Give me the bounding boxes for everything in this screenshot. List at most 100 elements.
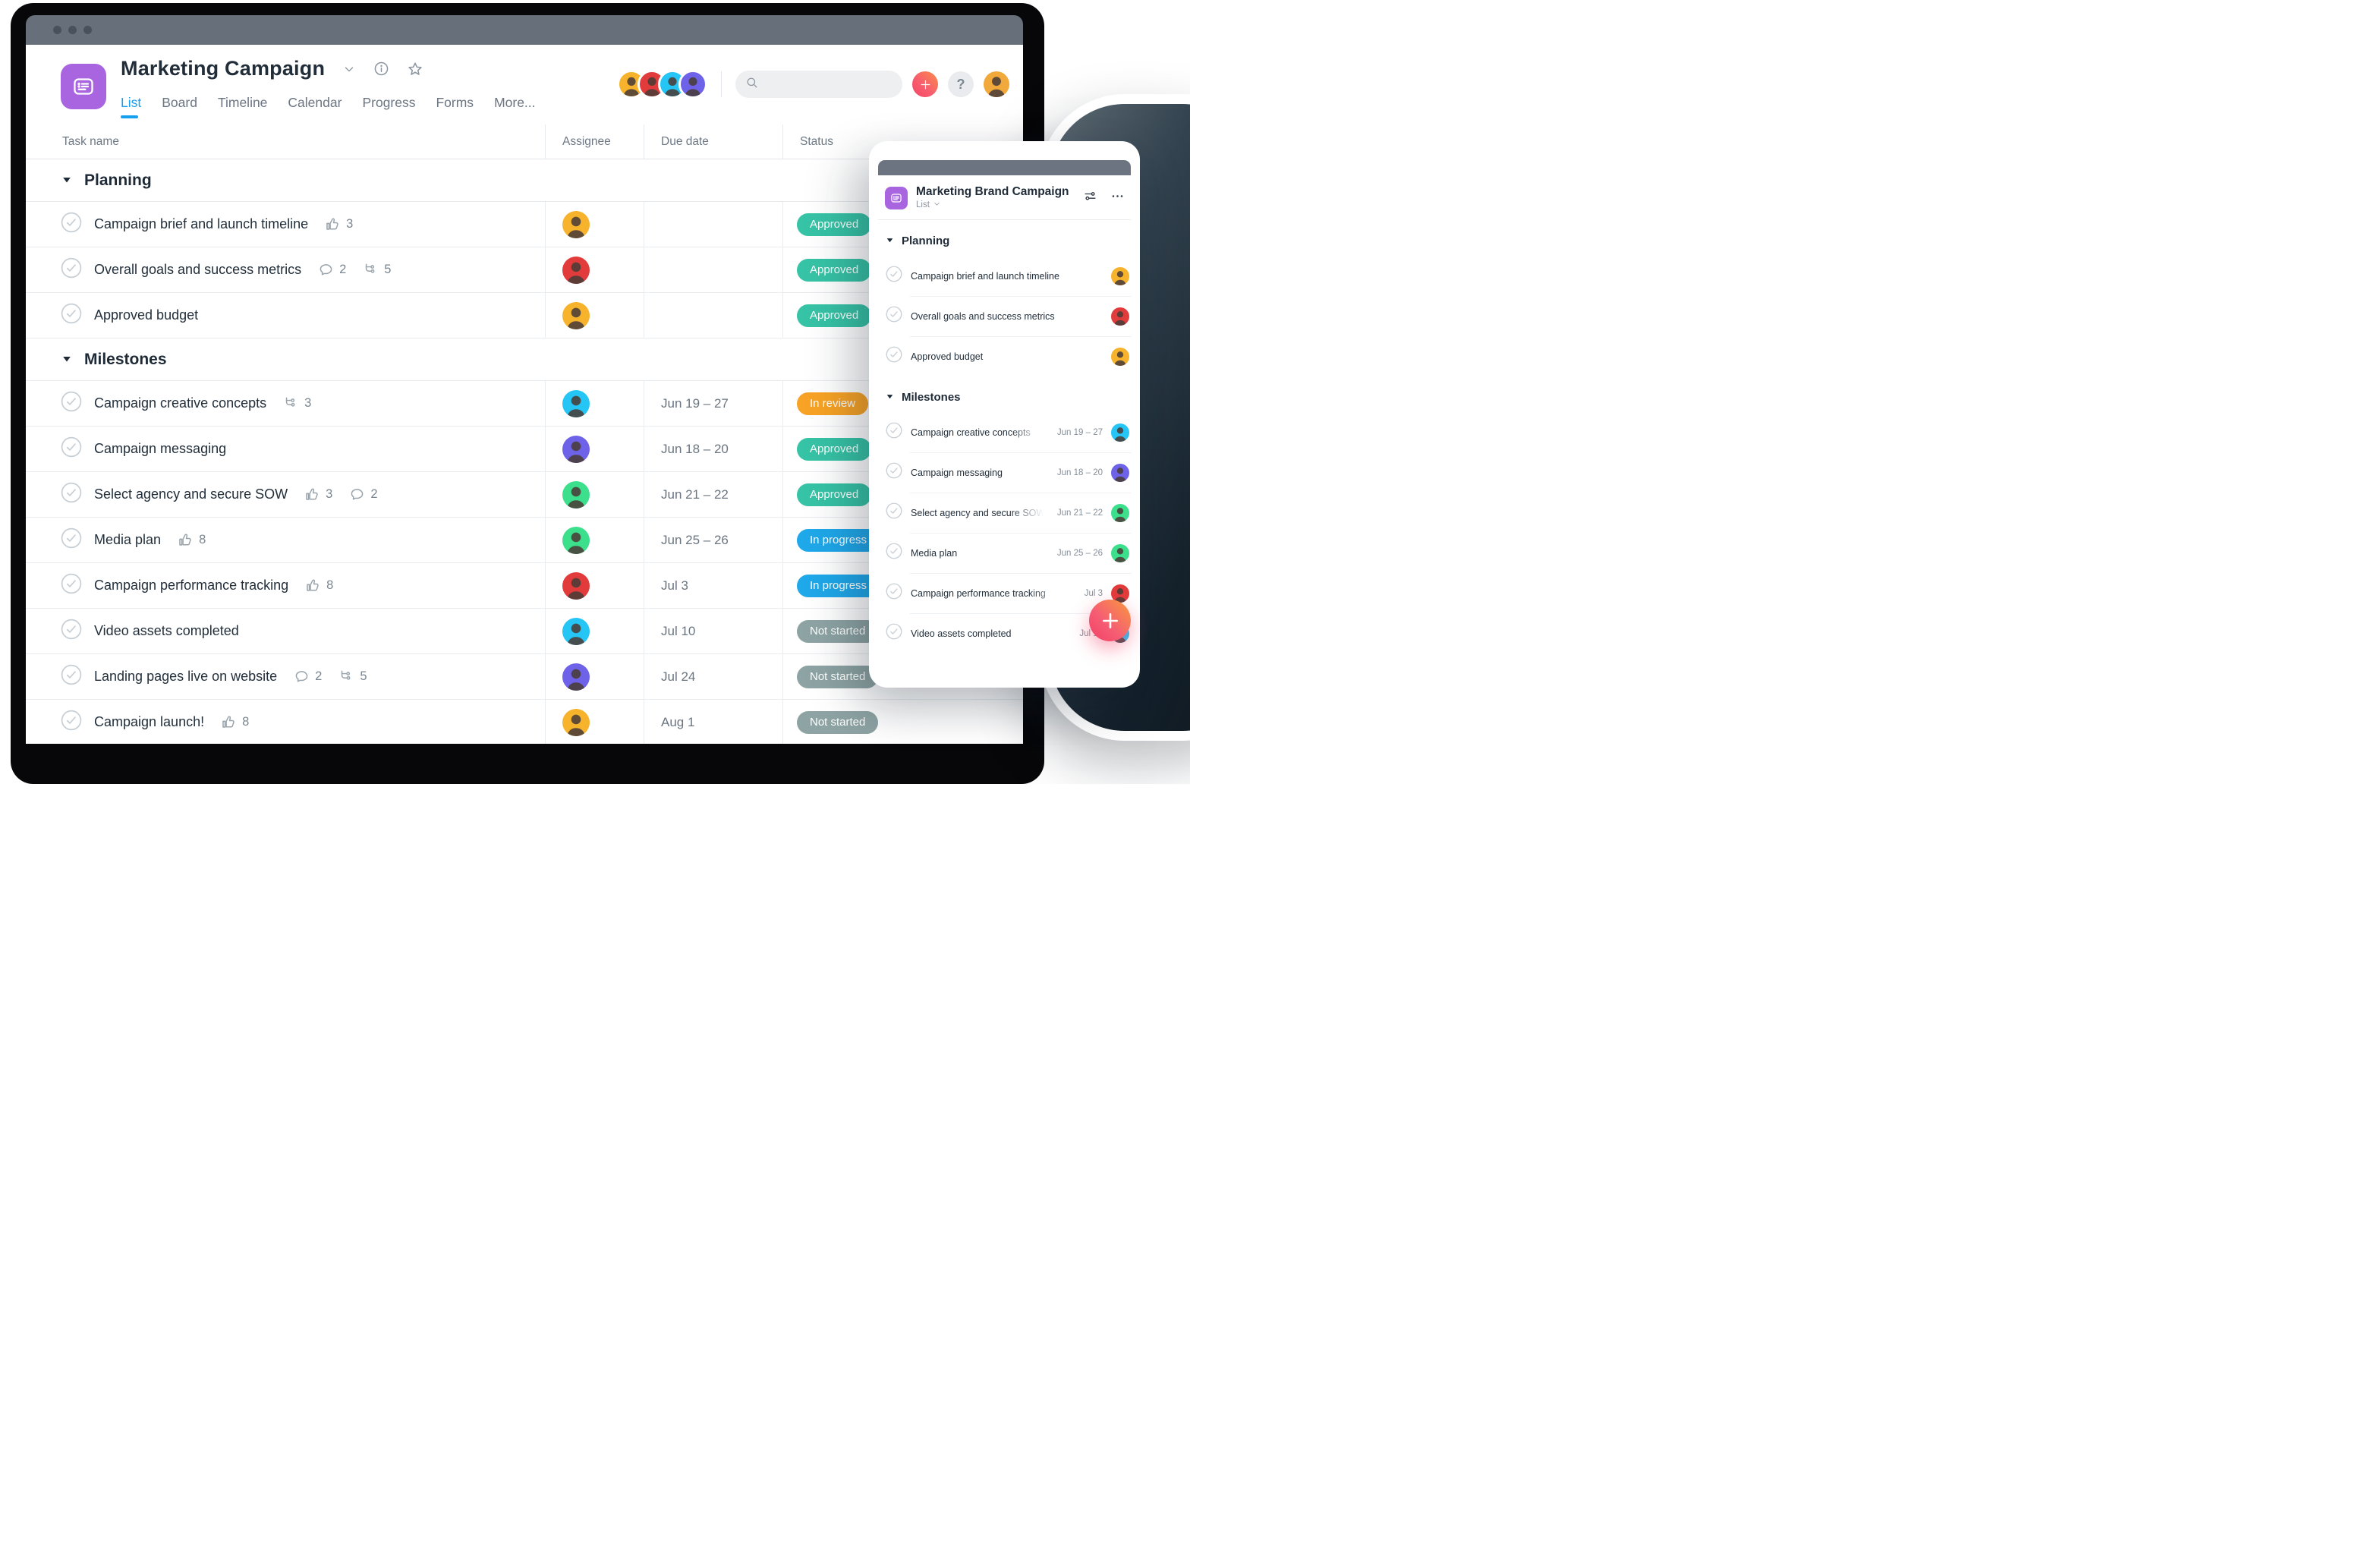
collapse-triangle-icon[interactable] (886, 391, 894, 404)
window-control-dot[interactable] (68, 26, 77, 34)
task-check-icon[interactable] (886, 462, 902, 483)
task-check-icon[interactable] (61, 257, 82, 282)
table-row[interactable]: Campaign messaging Jun 18 – 20 Approved (26, 427, 1023, 472)
task-check-icon[interactable] (61, 482, 82, 507)
mobile-task-row[interactable]: Overall goals and success metrics (869, 296, 1140, 336)
assignee-avatar (562, 708, 590, 736)
status-badge[interactable]: Approved (797, 483, 872, 506)
task-check-icon[interactable] (886, 306, 902, 326)
search-bar[interactable] (735, 71, 919, 98)
table-row[interactable]: Select agency and secure SOW 3 2 Jun 21 –… (26, 472, 1023, 518)
mobile-task-row[interactable]: Campaign creative concepts Jun 19 – 27 (869, 412, 1140, 452)
task-check-icon[interactable] (61, 391, 82, 416)
tab-forms[interactable]: Forms (436, 95, 474, 110)
status-badge[interactable]: In progress (797, 574, 880, 597)
due-date: Jun 25 – 26 (661, 532, 729, 547)
table-row[interactable]: Media plan 8 Jun 25 – 26 In progress (26, 518, 1023, 563)
mobile-task-row[interactable]: Media plan Jun 25 – 26 (869, 533, 1140, 573)
section-header-milestones[interactable]: Milestones (26, 338, 1023, 381)
app-header: Marketing Campaign List Board Timeline Cale… (26, 45, 1023, 124)
task-check-icon[interactable] (61, 664, 82, 689)
task-name: Campaign creative concepts (911, 427, 1031, 438)
mobile-task-row[interactable]: Approved budget (869, 336, 1140, 376)
task-check-icon[interactable] (61, 436, 82, 461)
table-row[interactable]: Approved budget Approved (26, 293, 1023, 338)
table-row[interactable]: Campaign performance tracking 8 Jul 3 In… (26, 563, 1023, 609)
mobile-view-selector[interactable]: List (916, 200, 1069, 210)
assignee-avatar (1111, 584, 1129, 603)
task-check-icon[interactable] (61, 303, 82, 328)
task-check-icon[interactable] (61, 212, 82, 237)
mobile-section-header-milestones[interactable]: Milestones (869, 376, 1140, 412)
help-button[interactable]: ? (948, 71, 974, 97)
search-input[interactable] (765, 77, 919, 92)
mobile-task-row[interactable]: Campaign messaging Jun 18 – 20 (869, 452, 1140, 493)
window-control-dot[interactable] (53, 26, 61, 34)
status-badge[interactable]: Approved (797, 213, 872, 236)
star-icon[interactable] (407, 61, 423, 77)
collapse-triangle-icon[interactable] (886, 235, 894, 247)
chevron-down-icon[interactable] (342, 62, 356, 76)
section-title: Planning (84, 171, 152, 189)
mobile-task-row[interactable]: Campaign brief and launch timeline (869, 256, 1140, 296)
due-date: Jun 21 – 22 (1056, 508, 1103, 518)
task-check-icon[interactable] (886, 266, 902, 286)
status-badge[interactable]: In progress (797, 528, 880, 552)
task-name: Select agency and secure SOW (94, 486, 288, 502)
tab-more[interactable]: More... (494, 95, 536, 110)
section-header-planning[interactable]: Planning (26, 159, 1023, 202)
mobile-task-row[interactable]: Select agency and secure SOW Jun 21 – 22 (869, 493, 1140, 533)
ellipsis-icon[interactable] (1110, 189, 1125, 207)
status-badge[interactable]: Approved (797, 258, 872, 282)
sliders-icon[interactable] (1083, 189, 1097, 207)
table-row[interactable]: Campaign launch! 8 Aug 1 Not started (26, 700, 1023, 744)
assignee-avatar (1111, 503, 1129, 522)
mobile-section-header-planning[interactable]: Planning (869, 220, 1140, 256)
table-row[interactable]: Video assets completed Jul 10 Not starte… (26, 609, 1023, 654)
task-check-icon[interactable] (886, 502, 902, 523)
task-check-icon[interactable] (61, 527, 82, 553)
tab-board[interactable]: Board (162, 95, 197, 110)
table-row[interactable]: Overall goals and success metrics 2 5 App… (26, 247, 1023, 293)
tab-list[interactable]: List (121, 95, 142, 118)
task-check-icon[interactable] (61, 619, 82, 644)
tab-progress[interactable]: Progress (362, 95, 416, 110)
status-badge[interactable]: Approved (797, 437, 872, 461)
divider (878, 219, 1131, 220)
member-avatar-4[interactable] (678, 70, 707, 99)
window-control-dot[interactable] (83, 26, 92, 34)
section-title: Milestones (84, 350, 167, 368)
due-date: Jul 24 (661, 669, 696, 684)
mobile-task-row[interactable]: Campaign performance tracking Jul 3 (869, 573, 1140, 613)
info-icon[interactable] (373, 61, 389, 77)
collapse-triangle-icon[interactable] (61, 172, 72, 190)
task-check-icon[interactable] (886, 346, 902, 367)
task-check-icon[interactable] (886, 583, 902, 603)
task-check-icon[interactable] (886, 422, 902, 442)
status-badge[interactable]: Not started (797, 710, 879, 734)
collapse-triangle-icon[interactable] (61, 351, 72, 369)
status-badge[interactable]: In review (797, 392, 869, 415)
fab-add-task-button[interactable] (1089, 600, 1131, 641)
profile-avatar[interactable] (984, 71, 1009, 97)
task-name: Campaign messaging (911, 467, 1003, 478)
tab-calendar[interactable]: Calendar (288, 95, 342, 110)
table-row[interactable]: Campaign creative concepts 3 Jun 19 – 27… (26, 381, 1023, 427)
status-badge[interactable]: Not started (797, 665, 879, 688)
status-badge[interactable]: Approved (797, 304, 872, 327)
task-name: Campaign brief and launch timeline (94, 216, 309, 231)
mobile-project-title: Marketing Brand Campaign (916, 185, 1069, 198)
tab-timeline[interactable]: Timeline (217, 95, 268, 110)
status-badge[interactable]: Not started (797, 619, 879, 643)
assignee-avatar (562, 210, 590, 238)
add-button[interactable] (912, 71, 938, 97)
page-title: Marketing Campaign (121, 57, 326, 80)
task-check-icon[interactable] (61, 710, 82, 735)
table-row[interactable]: Campaign brief and launch timeline 3 App… (26, 202, 1023, 247)
due-date: Jul 10 (661, 623, 696, 638)
task-check-icon[interactable] (886, 623, 902, 644)
task-check-icon[interactable] (61, 573, 82, 598)
task-check-icon[interactable] (886, 543, 902, 563)
section-title: Milestones (902, 391, 961, 404)
